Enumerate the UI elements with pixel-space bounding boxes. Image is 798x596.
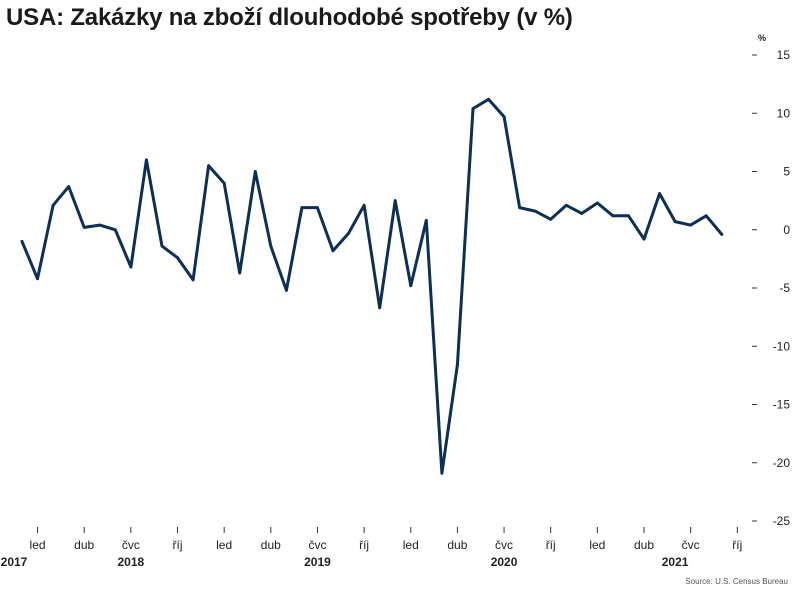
- x-tick-label: led: [403, 538, 419, 552]
- x-tick-label: čvc: [308, 538, 326, 552]
- x-tick-label: čvc: [122, 538, 140, 552]
- x-tick-label: dub: [447, 538, 467, 552]
- data-point: [113, 228, 117, 232]
- x-year-label: 2019: [304, 555, 331, 569]
- data-point: [222, 181, 226, 185]
- x-year-label: 2020: [491, 555, 518, 569]
- data-point: [67, 185, 71, 189]
- data-point: [176, 256, 179, 260]
- data-point: [487, 97, 490, 101]
- x-tick-label: říj: [359, 538, 369, 552]
- y-unit-label: %: [758, 33, 766, 43]
- y-tick-label: 10: [777, 106, 791, 120]
- data-point: [720, 233, 724, 236]
- x-year-label: 2021: [662, 555, 689, 569]
- data-point: [129, 265, 133, 269]
- y-tick-label: 15: [777, 48, 791, 62]
- x-tick-label: čvc: [495, 538, 513, 552]
- x-tick-label: čvc: [682, 538, 700, 552]
- data-point: [378, 306, 382, 310]
- data-point: [627, 214, 630, 218]
- data-point: [160, 244, 164, 248]
- x-year-label: 2018: [117, 555, 144, 569]
- x-tick-label: říj: [732, 538, 742, 552]
- data-point: [300, 206, 304, 210]
- data-point: [145, 158, 148, 162]
- data-point: [424, 219, 428, 222]
- data-point: [98, 223, 102, 227]
- x-tick-label: led: [589, 538, 605, 552]
- data-point: [502, 115, 506, 119]
- data-point: [564, 203, 568, 207]
- data-point: [658, 192, 661, 196]
- data-point: [253, 170, 257, 173]
- x-tick-label: led: [216, 538, 232, 552]
- y-tick-label: -15: [773, 398, 791, 412]
- x-tick-label: říj: [173, 538, 183, 552]
- data-point: [673, 220, 677, 223]
- data-point: [471, 107, 475, 110]
- data-point: [549, 217, 553, 221]
- data-point: [704, 214, 708, 218]
- data-point: [393, 199, 397, 203]
- x-axis: led dub čvc říj led dub čvc říj led dub čvc říj led d…: [1, 527, 742, 569]
- y-tick-label: 5: [783, 165, 790, 179]
- data-point: [238, 271, 242, 275]
- data-point: [362, 203, 366, 207]
- chart-title: USA: Zakázky na zboží dlouhodobé spotřeb…: [6, 4, 573, 31]
- data-point: [595, 201, 599, 205]
- data-point: [331, 249, 335, 253]
- data-point: [642, 237, 646, 241]
- data-point: [82, 226, 86, 229]
- data-point: [580, 212, 584, 215]
- data-point: [207, 164, 211, 168]
- y-tick-label: 0: [783, 223, 790, 237]
- data-point: [440, 471, 444, 475]
- data-point: [409, 284, 413, 288]
- source-note: Source: U.S. Census Bureau: [685, 577, 788, 586]
- y-tick-label: -25: [773, 514, 791, 528]
- data-point: [518, 206, 521, 210]
- data-point: [316, 206, 319, 210]
- y-axis: % 15 10 5 0 -5 -10 -15 -20 -25: [752, 33, 790, 528]
- y-tick-label: -20: [773, 456, 791, 470]
- y-tick-label: -5: [779, 281, 790, 295]
- x-tick-label: dub: [261, 538, 281, 552]
- data-point: [533, 209, 537, 213]
- data-point: [456, 363, 459, 367]
- x-tick-label: dub: [634, 538, 654, 552]
- x-year-label: 2017: [1, 555, 28, 569]
- data-point: [191, 278, 195, 282]
- data-point: [689, 223, 693, 227]
- data-point: [284, 288, 288, 292]
- series-group: [20, 97, 724, 475]
- series-line: [20, 97, 724, 475]
- data-point: [36, 277, 39, 281]
- y-tick-label: -10: [773, 339, 791, 353]
- x-tick-label: dub: [74, 538, 94, 552]
- x-tick-label: říj: [546, 538, 556, 552]
- data-point: [347, 231, 350, 235]
- data-point: [269, 244, 273, 248]
- x-tick-label: led: [30, 538, 46, 552]
- data-point: [20, 240, 24, 243]
- data-point: [611, 214, 615, 218]
- data-point: [51, 203, 55, 207]
